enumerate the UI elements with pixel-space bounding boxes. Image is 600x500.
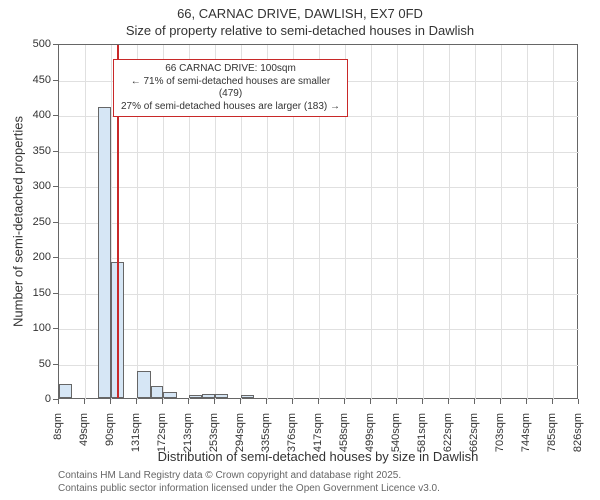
- xtick-label: 335sqm: [260, 413, 272, 453]
- xtick-mark: [396, 399, 397, 404]
- xtick-mark: [292, 399, 293, 404]
- footer-line1: Contains HM Land Registry data © Crown c…: [58, 469, 440, 482]
- xtick-label: 253sqm: [208, 413, 220, 453]
- xtick-mark: [162, 399, 163, 404]
- gridline-v: [449, 45, 450, 400]
- ytick-label: 100: [26, 322, 51, 334]
- gridline-v: [397, 45, 398, 400]
- histogram-bar: [202, 394, 215, 398]
- gridline-v: [527, 45, 528, 400]
- xtick-mark: [344, 399, 345, 404]
- xtick-mark: [422, 399, 423, 404]
- ytick-label: 350: [26, 145, 51, 157]
- histogram-bar: [59, 384, 72, 398]
- ytick-mark: [53, 257, 58, 258]
- histogram-bar: [215, 394, 228, 398]
- gridline-v: [501, 45, 502, 400]
- xtick-mark: [578, 399, 579, 404]
- xtick-mark: [84, 399, 85, 404]
- annotation-line2: ← 71% of semi-detached houses are smalle…: [120, 76, 341, 101]
- xtick-label: 744sqm: [520, 413, 532, 453]
- gridline-v: [475, 45, 476, 400]
- ytick-label: 250: [26, 216, 51, 228]
- gridline-v: [85, 45, 86, 400]
- ytick-label: 500: [26, 38, 51, 50]
- xtick-label: 540sqm: [390, 413, 402, 453]
- xtick-label: 376sqm: [286, 413, 298, 453]
- ytick-label: 0: [26, 393, 51, 405]
- xtick-mark: [188, 399, 189, 404]
- xtick-label: 662sqm: [468, 413, 480, 453]
- xtick-label: 826sqm: [572, 413, 584, 453]
- chart-title-sub: Size of property relative to semi-detach…: [0, 23, 600, 38]
- xtick-label: 90sqm: [104, 413, 116, 453]
- xtick-mark: [110, 399, 111, 404]
- xtick-mark: [240, 399, 241, 404]
- ytick-mark: [53, 151, 58, 152]
- ytick-mark: [53, 364, 58, 365]
- chart-container: 66, CARNAC DRIVE, DAWLISH, EX7 0FD Size …: [0, 0, 600, 500]
- chart-title-main: 66, CARNAC DRIVE, DAWLISH, EX7 0FD: [0, 6, 600, 21]
- ytick-mark: [53, 328, 58, 329]
- gridline-v: [553, 45, 554, 400]
- xtick-label: 458sqm: [338, 413, 350, 453]
- ytick-mark: [53, 80, 58, 81]
- ytick-mark: [53, 186, 58, 187]
- xtick-label: 622sqm: [442, 413, 454, 453]
- ytick-label: 50: [26, 358, 51, 370]
- xtick-mark: [474, 399, 475, 404]
- ytick-label: 450: [26, 74, 51, 86]
- xtick-mark: [448, 399, 449, 404]
- histogram-bar: [98, 107, 111, 398]
- annotation-box: 66 CARNAC DRIVE: 100sqm ← 71% of semi-de…: [113, 59, 348, 117]
- xtick-mark: [214, 399, 215, 404]
- xtick-mark: [526, 399, 527, 404]
- xtick-label: 703sqm: [494, 413, 506, 453]
- gridline-v: [371, 45, 372, 400]
- histogram-bar: [151, 386, 164, 398]
- xtick-mark: [266, 399, 267, 404]
- annotation-line1: 66 CARNAC DRIVE: 100sqm: [120, 63, 341, 76]
- xtick-mark: [318, 399, 319, 404]
- xtick-label: 581sqm: [416, 413, 428, 453]
- histogram-bar: [163, 392, 176, 398]
- ytick-label: 400: [26, 109, 51, 121]
- xtick-label: 131sqm: [130, 413, 142, 453]
- xtick-label: 785sqm: [546, 413, 558, 453]
- ytick-label: 200: [26, 251, 51, 263]
- ytick-mark: [53, 115, 58, 116]
- xtick-label: 417sqm: [312, 413, 324, 453]
- xtick-mark: [552, 399, 553, 404]
- xtick-label: 8sqm: [52, 413, 64, 453]
- xtick-label: 499sqm: [364, 413, 376, 453]
- footer-attribution: Contains HM Land Registry data © Crown c…: [58, 469, 440, 495]
- xtick-label: 172sqm: [156, 413, 168, 453]
- xtick-label: 294sqm: [234, 413, 246, 453]
- ytick-mark: [53, 44, 58, 45]
- histogram-bar: [241, 395, 254, 398]
- xtick-label: 49sqm: [78, 413, 90, 453]
- histogram-bar: [137, 371, 150, 398]
- gridline-v: [423, 45, 424, 400]
- xtick-mark: [58, 399, 59, 404]
- y-axis-label: Number of semi-detached properties: [11, 101, 26, 341]
- xtick-label: 213sqm: [182, 413, 194, 453]
- footer-line2: Contains public sector information licen…: [58, 482, 440, 495]
- xtick-mark: [136, 399, 137, 404]
- ytick-label: 300: [26, 180, 51, 192]
- annotation-line3: 27% of semi-detached houses are larger (…: [120, 101, 341, 114]
- histogram-bar: [189, 395, 202, 398]
- xtick-mark: [370, 399, 371, 404]
- ytick-mark: [53, 293, 58, 294]
- xtick-mark: [500, 399, 501, 404]
- ytick-mark: [53, 222, 58, 223]
- ytick-label: 150: [26, 287, 51, 299]
